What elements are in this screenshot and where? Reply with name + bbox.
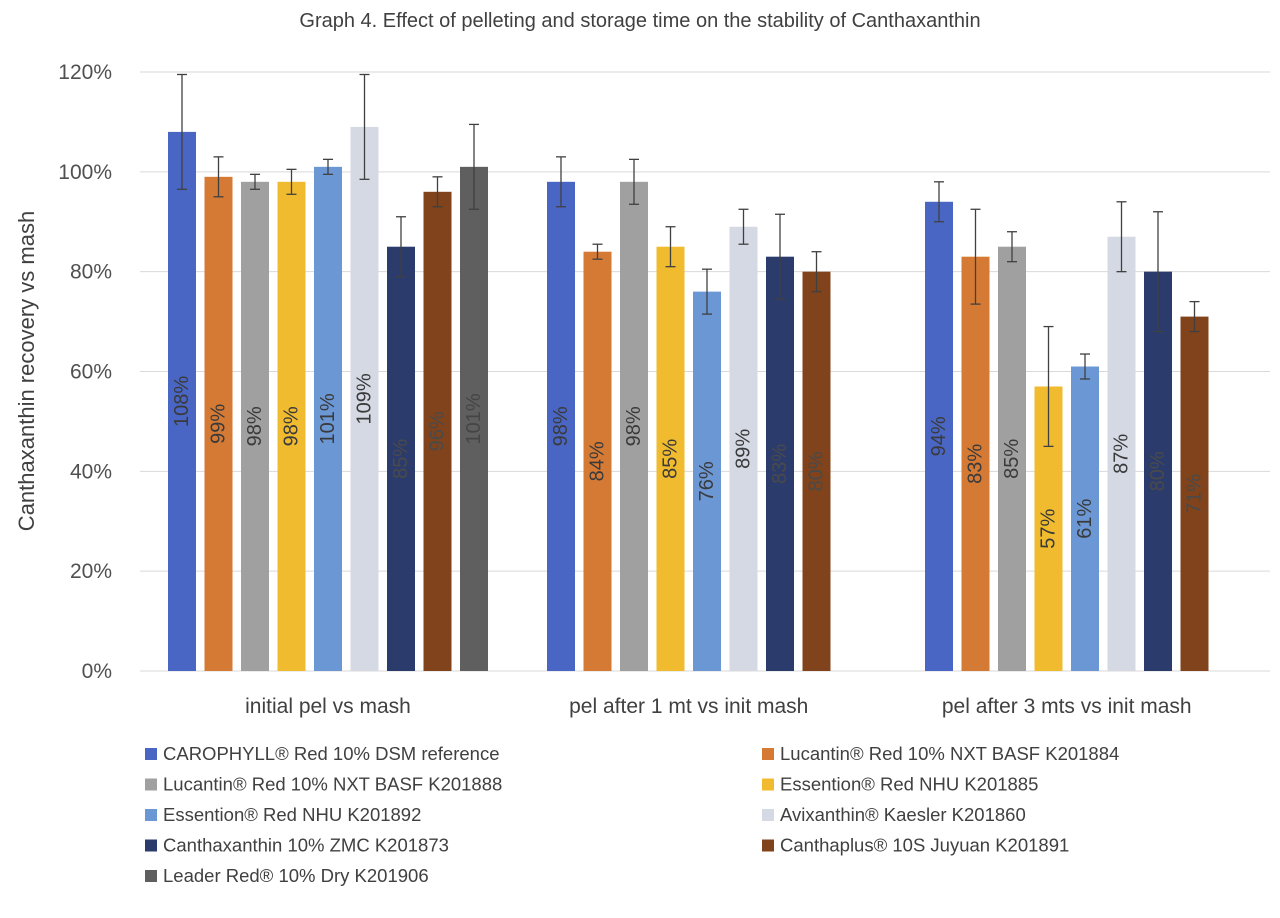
data-label: 85%: [660, 439, 682, 479]
data-label: 89%: [733, 429, 755, 469]
legend-swatch: [145, 748, 157, 760]
bar: [350, 126, 379, 672]
bar: [729, 226, 758, 671]
bar: [583, 251, 612, 671]
bar: [620, 181, 648, 672]
legend-swatch: [145, 839, 157, 852]
data-label: 98%: [281, 406, 303, 446]
data-label: 76%: [696, 461, 718, 501]
y-tick-label: 20%: [70, 560, 112, 583]
x-axis-categories: initial pel vs mash pel after 1 mt vs ini…: [245, 695, 1192, 718]
data-label: 98%: [623, 406, 645, 446]
bar: [1144, 271, 1172, 671]
legend-swatch: [762, 748, 774, 760]
bar: [241, 181, 269, 672]
legend-swatch: [145, 778, 157, 791]
legend-swatch: [145, 809, 157, 821]
x-category-label: pel after 3 mts vs init mash: [942, 695, 1192, 718]
bar: [1180, 316, 1209, 671]
legend-swatch: [762, 778, 774, 791]
bar: [1107, 236, 1136, 671]
bars: [168, 126, 1209, 672]
data-label: 109%: [354, 373, 376, 424]
bar: [998, 246, 1026, 672]
data-label: 84%: [587, 441, 609, 481]
bar: [656, 246, 685, 672]
x-category-label: initial pel vs mash: [245, 695, 411, 718]
data-label: 94%: [928, 416, 950, 456]
data-label: 96%: [427, 411, 449, 451]
data-labels: 108% 99% 98% 98% 101% 109% 85% 96% 101% 98% 84% 98%…: [171, 373, 1206, 549]
data-label: 85%: [1001, 439, 1023, 479]
data-label: 83%: [769, 444, 791, 484]
legend-entry: Avixanthin® Kaesler K201860: [780, 804, 1026, 825]
data-label: 87%: [1111, 434, 1133, 474]
bar: [693, 291, 721, 671]
bar: [204, 176, 233, 671]
y-tick-label: 100%: [58, 161, 112, 184]
bar: [277, 181, 306, 672]
legend-entry: CAROPHYLL® Red 10% DSM reference: [163, 743, 500, 764]
legend-swatch: [762, 809, 774, 821]
x-category-label: pel after 1 mt vs init mash: [569, 695, 808, 718]
bar: [961, 256, 990, 671]
data-label: 98%: [550, 406, 572, 446]
y-axis-ticks: 0% 20% 40% 60% 80% 100% 120%: [58, 61, 112, 683]
error-bars: [177, 73, 1200, 448]
legend-entry: Lucantin® Red 10% NXT BASF K201888: [163, 774, 502, 795]
bar: [387, 246, 415, 672]
legend-entry: Lucantin® Red 10% NXT BASF K201884: [780, 743, 1119, 764]
data-label: 85%: [390, 439, 412, 479]
data-label: 99%: [208, 404, 230, 444]
data-label: 80%: [806, 451, 828, 491]
legend-entry: Essention® Red NHU K201885: [780, 774, 1038, 795]
y-tick-label: 40%: [70, 460, 112, 483]
bar: [168, 131, 196, 671]
data-label: 108%: [171, 376, 193, 427]
data-label: 98%: [244, 406, 266, 446]
bar: [423, 191, 452, 672]
legend-entry: Essention® Red NHU K201892: [163, 804, 421, 825]
legend-entry: Canthaxanthin 10% ZMC K201873: [163, 835, 449, 856]
data-label: 61%: [1074, 499, 1096, 539]
bar: [766, 256, 794, 671]
y-tick-label: 60%: [70, 361, 112, 384]
data-label: 101%: [463, 393, 485, 444]
data-label: 71%: [1184, 474, 1206, 514]
y-tick-label: 120%: [58, 61, 112, 84]
y-tick-label: 0%: [82, 660, 112, 683]
data-label: 83%: [965, 444, 987, 484]
chart-title: Graph 4. Effect of pelleting and storage…: [299, 10, 980, 32]
bar: [314, 166, 342, 671]
bar: [925, 201, 953, 672]
legend-swatch: [762, 839, 774, 852]
legend-entry: Canthaplus® 10S Juyuan K201891: [780, 835, 1069, 856]
bar: [460, 166, 488, 671]
data-label: 101%: [317, 393, 339, 444]
bar: [547, 181, 575, 672]
y-tick-label: 80%: [70, 261, 112, 284]
data-label: 80%: [1147, 451, 1169, 491]
legend: CAROPHYLL® Red 10% DSM reference Lucantin…: [145, 743, 1119, 886]
bar: [802, 271, 831, 671]
legend-swatch: [145, 870, 157, 882]
bar: [1071, 366, 1099, 671]
y-axis-title: Canthaxanthin recovery vs mash: [14, 211, 39, 531]
data-label: 57%: [1038, 509, 1060, 549]
legend-entry: Leader Red® 10% Dry K201906: [163, 865, 429, 886]
